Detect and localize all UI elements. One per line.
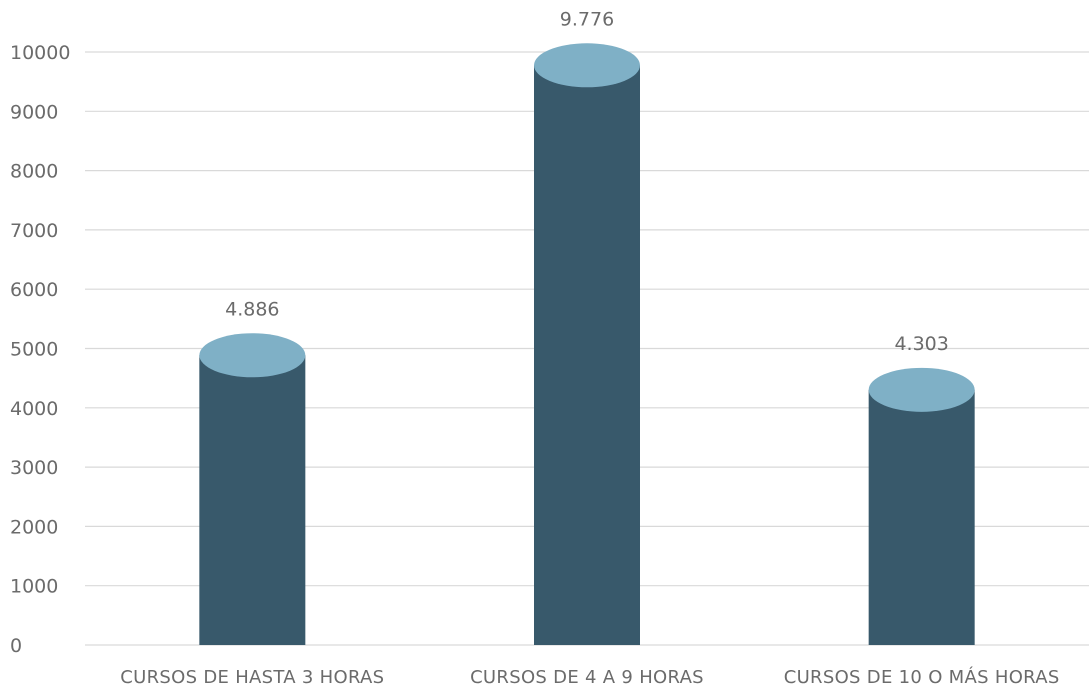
data-label: 4.886 <box>225 298 279 320</box>
bar-top-cap <box>199 333 306 378</box>
bar-top-cap <box>534 43 640 88</box>
y-tick-label: 8000 <box>10 161 58 183</box>
bar <box>534 43 640 645</box>
y-tick-label: 10000 <box>10 42 70 64</box>
x-category-label: CURSOS DE 10 O MÁS HORAS <box>784 666 1060 688</box>
data-label: 9.776 <box>560 8 614 30</box>
y-tick-label: 0 <box>10 635 22 657</box>
bar <box>199 333 306 645</box>
bar-top-cap <box>868 367 975 412</box>
data-label: 4.303 <box>894 333 948 355</box>
bars <box>199 43 975 645</box>
y-tick-label: 7000 <box>10 220 58 242</box>
y-tick-label: 3000 <box>10 457 58 479</box>
bar-body <box>199 355 306 645</box>
bar-body <box>534 65 640 645</box>
y-tick-label: 6000 <box>10 279 58 301</box>
x-axis-category-labels: CURSOS DE HASTA 3 HORAS CURSOS DE 4 A 9 H… <box>120 666 1059 688</box>
x-category-label: CURSOS DE 4 A 9 HORAS <box>470 667 704 688</box>
y-tick-label: 9000 <box>10 101 58 123</box>
y-tick-label: 2000 <box>10 516 58 538</box>
data-labels: 4.886 9.776 4.303 <box>225 8 949 355</box>
x-category-label: CURSOS DE HASTA 3 HORAS <box>120 667 384 688</box>
bar <box>868 367 975 645</box>
y-tick-label: 5000 <box>10 339 58 361</box>
y-tick-label: 4000 <box>10 398 58 420</box>
y-axis-tick-labels: 0 1000 2000 3000 4000 5000 6000 7000 8000 9000 100… <box>10 42 70 657</box>
bar-body <box>868 389 975 645</box>
y-tick-label: 1000 <box>10 576 58 598</box>
